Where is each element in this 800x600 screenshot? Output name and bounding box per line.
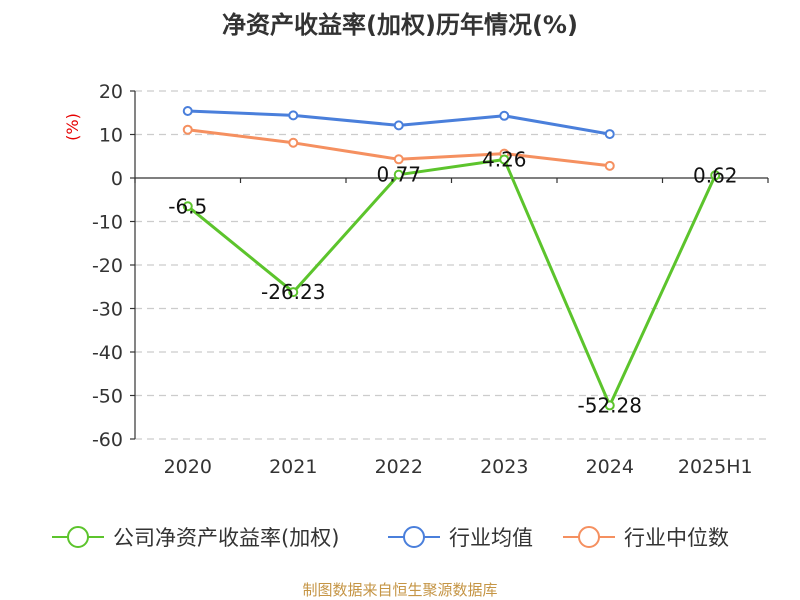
data-label: -26.23: [261, 280, 325, 304]
data-point: [604, 400, 615, 411]
grid-lines: [135, 90, 768, 440]
y-tick-label: -60: [92, 429, 123, 451]
x-tick-label: 2025H1: [678, 456, 753, 478]
data-point: [288, 287, 299, 298]
data-point: [604, 160, 615, 171]
y-tick-label: 20: [99, 81, 123, 103]
data-point: [288, 137, 299, 148]
legend-item-0[interactable]: 公司净资产收益率(加权): [52, 526, 339, 550]
y-tick-label: 0: [111, 168, 123, 190]
data-label: 4.26: [482, 147, 527, 171]
data-point: [604, 129, 615, 140]
data-point: [393, 169, 404, 180]
series-points: [182, 106, 721, 411]
legend-label: 行业均值: [449, 526, 533, 550]
series-lines: [186, 109, 717, 407]
data-label: 0.62: [693, 163, 738, 187]
data-point: [393, 154, 404, 165]
y-tick-label: 10: [99, 125, 123, 147]
legend-item-2[interactable]: 行业中位数: [563, 526, 729, 550]
legend-marker: [67, 526, 89, 548]
y-tick-label: -40: [92, 342, 123, 364]
legend-marker: [403, 526, 425, 548]
x-tick-label: 2024: [586, 456, 634, 478]
x-tick-label: 2022: [375, 456, 423, 478]
data-label: -6.5: [168, 194, 207, 218]
x-tick-label: 2021: [269, 456, 317, 478]
data-point: [393, 120, 404, 131]
data-point: [499, 154, 510, 165]
data-point: [182, 106, 193, 117]
data-point: [182, 201, 193, 212]
legend-label: 行业中位数: [624, 526, 729, 550]
data-label: 0.77: [376, 163, 421, 187]
x-tick-label: 2023: [480, 456, 528, 478]
x-tick-label: 2020: [164, 456, 212, 478]
data-point: [288, 110, 299, 121]
legend[interactable]: 公司净资产收益率(加权) 行业均值 行业中位数: [52, 526, 729, 550]
axes: 20 10 0 -10 -20 -30 -40 -50 -60 2020 2021 2022 2023 2…: [92, 81, 769, 478]
y-tick-label: -50: [92, 386, 123, 408]
legend-label: 公司净资产收益率(加权): [113, 526, 339, 550]
source-note: 制图数据来自恒生聚源数据库: [302, 581, 497, 599]
y-tick-label: -10: [92, 212, 123, 234]
data-point: [499, 110, 510, 121]
data-labels: -6.5 -26.23 0.77 4.26 -52.28 0.62: [168, 147, 737, 417]
data-label: -52.28: [578, 393, 642, 417]
y-tick-label: -30: [92, 299, 123, 321]
legend-item-1[interactable]: 行业均值: [388, 526, 533, 550]
data-point: [182, 124, 193, 135]
data-point: [710, 170, 721, 181]
y-axis-label: (%): [63, 113, 82, 141]
y-tick-label: -20: [92, 255, 123, 277]
chart-title: 净资产收益率(加权)历年情况(%): [222, 11, 578, 39]
legend-marker: [578, 526, 600, 548]
series-line-0: [186, 158, 717, 407]
